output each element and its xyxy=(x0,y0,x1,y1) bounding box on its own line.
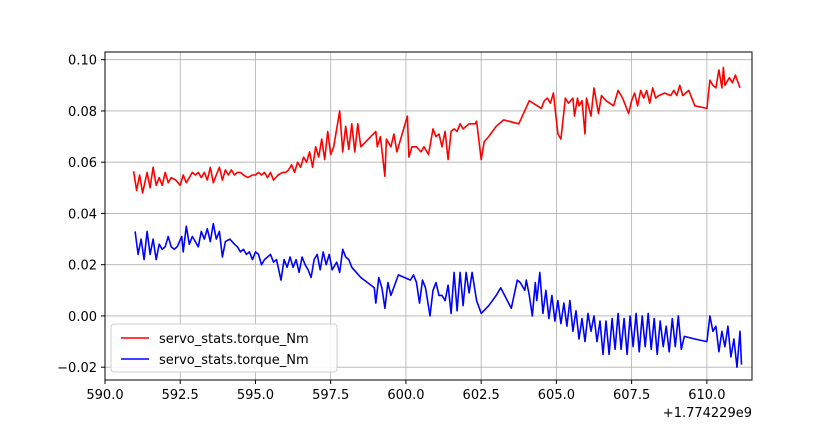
x-tick-label: 590.0 xyxy=(86,388,123,403)
legend-box xyxy=(110,323,338,373)
legend-label: servo_stats.torque_Nm xyxy=(159,353,309,368)
series-line-1 xyxy=(132,66,741,194)
x-tick-label: 605.0 xyxy=(538,388,575,403)
x-tick-label: 595.0 xyxy=(237,388,274,403)
y-tick-label: 0.08 xyxy=(68,105,97,120)
series-line-2 xyxy=(134,222,743,368)
x-axis-offset-label: +1.774229e9 xyxy=(663,406,752,421)
y-tick-label: 0.00 xyxy=(68,310,97,325)
x-tick-label: 592.5 xyxy=(162,388,199,403)
x-tick-label: 600.0 xyxy=(387,388,424,403)
legend-label: servo_stats.torque_Nm xyxy=(159,332,309,347)
axes-frame xyxy=(104,51,753,381)
x-tick-label: 597.5 xyxy=(312,388,349,403)
x-axis: 590.0 592.5 595.0 597.5 600.0 602.5 605.0 607.5… xyxy=(86,380,725,403)
y-tick-label: 0.10 xyxy=(68,54,97,69)
x-tick-label: 607.5 xyxy=(613,388,650,403)
y-tick-label: 0.06 xyxy=(68,156,97,171)
y-axis: −0.02 0.00 0.02 0.04 0.06 0.08 0.10 xyxy=(57,54,105,376)
y-tick-label: −0.02 xyxy=(57,361,97,376)
legend: servo_stats.torque_Nm servo_stats.torque_… xyxy=(110,323,338,373)
x-tick-label: 610.0 xyxy=(688,388,725,403)
y-tick-label: 0.04 xyxy=(68,207,97,222)
y-tick-label: 0.02 xyxy=(68,259,97,274)
x-tick-label: 602.5 xyxy=(463,388,500,403)
series-layer xyxy=(132,66,743,368)
